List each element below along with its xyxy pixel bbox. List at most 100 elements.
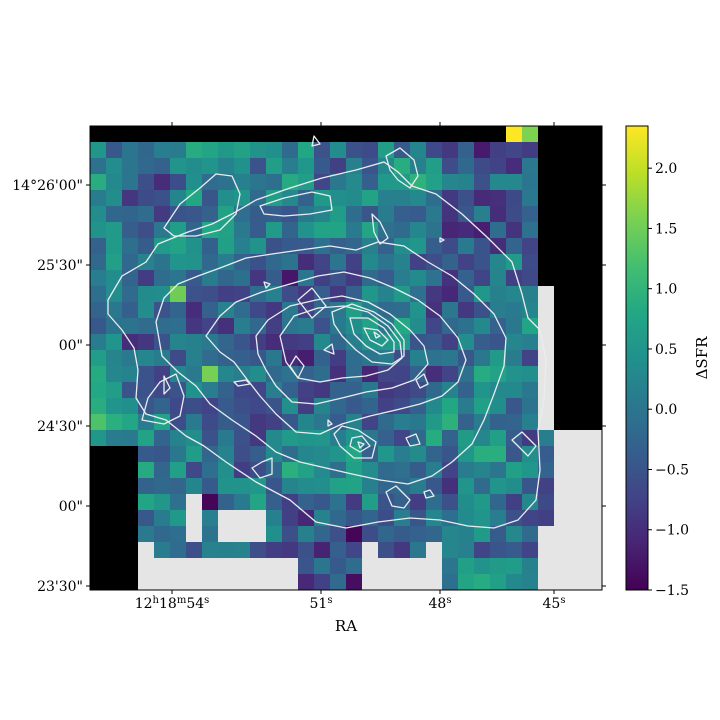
heatmap-cell (218, 574, 234, 590)
heatmap-cell (138, 286, 154, 302)
y-tick-label: 23'30" (37, 579, 83, 595)
heatmap-cell (362, 206, 378, 222)
heatmap-cell (362, 286, 378, 302)
heatmap-cell (170, 510, 186, 526)
contour-line (259, 191, 333, 217)
heatmap-cell (522, 526, 538, 542)
heatmap-cell (378, 430, 394, 446)
heatmap-cell (282, 270, 298, 286)
heatmap-cell (90, 270, 106, 286)
heatmap-cell (330, 478, 346, 494)
heatmap-cell (362, 142, 378, 158)
colorbar-tick-label: −1.5 (655, 583, 689, 599)
heatmap-cell (474, 510, 490, 526)
heatmap-cell (522, 430, 538, 446)
heatmap-cell (490, 158, 506, 174)
heatmap-cell (138, 174, 154, 190)
heatmap-cell (362, 574, 378, 590)
heatmap-cell (250, 526, 266, 542)
heatmap-cell (122, 206, 138, 222)
heatmap-cell (170, 190, 186, 206)
heatmap-cell (394, 398, 410, 414)
heatmap-cell (442, 398, 458, 414)
heatmap-cell (378, 382, 394, 398)
heatmap-cell (106, 254, 122, 270)
heatmap-cell (458, 238, 474, 254)
heatmap-cell (282, 158, 298, 174)
heatmap-cell (442, 206, 458, 222)
heatmap-cell (282, 382, 298, 398)
heatmap-cell (522, 350, 538, 366)
heatmap-cell (362, 382, 378, 398)
heatmap-cell (250, 542, 266, 558)
heatmap-cell (570, 238, 586, 254)
heatmap-cell (90, 190, 106, 206)
heatmap-cell (202, 286, 218, 302)
heatmap-cell (506, 238, 522, 254)
heatmap-cell (90, 366, 106, 382)
heatmap-cell (522, 478, 538, 494)
heatmap-cell (234, 174, 250, 190)
heatmap-cell (282, 430, 298, 446)
heatmap-cell (298, 414, 314, 430)
heatmap-cell (362, 510, 378, 526)
heatmap-cell (490, 270, 506, 286)
heatmap-cell (90, 494, 106, 510)
heatmap-cell (218, 206, 234, 222)
heatmap-cell (314, 398, 330, 414)
heatmap-cell (458, 334, 474, 350)
heatmap-cell (378, 558, 394, 574)
x-tick-label: 51s (310, 595, 333, 613)
heatmap-cell (314, 446, 330, 462)
heatmap-cell (474, 366, 490, 382)
heatmap-cell (474, 478, 490, 494)
heatmap-cell (330, 510, 346, 526)
heatmap-cell (506, 142, 522, 158)
heatmap-cell (106, 430, 122, 446)
heatmap-cell (362, 542, 378, 558)
y-tick-label: 00" (59, 338, 83, 354)
heatmap-cell (570, 190, 586, 206)
heatmap-cell (266, 174, 282, 190)
heatmap-cell (106, 558, 122, 574)
heatmap-cell (410, 318, 426, 334)
y-tick-label: 25'30" (37, 258, 83, 274)
heatmap-cell (154, 494, 170, 510)
heatmap-cell (426, 542, 442, 558)
heatmap-cell (490, 430, 506, 446)
heatmap-cell (378, 270, 394, 286)
heatmap-cell (410, 542, 426, 558)
heatmap-cell (186, 158, 202, 174)
heatmap-cell (426, 574, 442, 590)
contour-line (363, 327, 389, 347)
contour-line (251, 457, 273, 479)
colorbar-gradient (626, 126, 648, 590)
heatmap-cell (554, 366, 570, 382)
heatmap-cell (522, 190, 538, 206)
heatmap-cell (346, 142, 362, 158)
heatmap-cell (538, 366, 554, 382)
heatmap-cell (522, 174, 538, 190)
heatmap-cell (394, 302, 410, 318)
heatmap-cell (138, 510, 154, 526)
heatmap-cell (154, 206, 170, 222)
heatmap-cell (138, 446, 154, 462)
heatmap-cell (458, 126, 474, 142)
heatmap-cell (506, 526, 522, 542)
heatmap-cell (314, 350, 330, 366)
heatmap-cell (90, 510, 106, 526)
heatmap-cell (554, 222, 570, 238)
heatmap-cell (490, 318, 506, 334)
heatmap-cell (234, 350, 250, 366)
heatmap-cell (298, 318, 314, 334)
heatmap-cell (298, 238, 314, 254)
heatmap-cell (218, 318, 234, 334)
colorbar-tick-label: −0.5 (655, 462, 689, 478)
heatmap-cell (538, 174, 554, 190)
heatmap-cell (314, 254, 330, 270)
heatmap-cell (122, 542, 138, 558)
contour-line (405, 433, 421, 447)
heatmap-cell (202, 238, 218, 254)
heatmap-cell (298, 382, 314, 398)
heatmap-cell (170, 174, 186, 190)
